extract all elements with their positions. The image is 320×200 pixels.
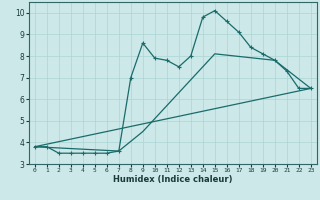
X-axis label: Humidex (Indice chaleur): Humidex (Indice chaleur) xyxy=(113,175,233,184)
